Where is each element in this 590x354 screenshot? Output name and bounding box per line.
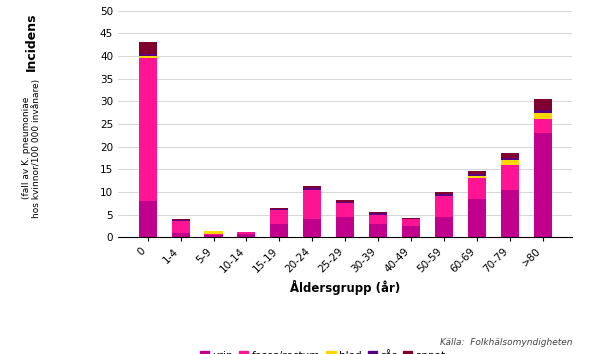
Bar (139, 42, 157, 54)
Bar (139, 201, 157, 237)
Bar (139, 56, 157, 58)
Bar (139, 58, 157, 201)
Bar (303, 219, 322, 237)
Bar (336, 203, 354, 217)
Bar (402, 226, 420, 237)
Bar (533, 99, 552, 110)
Bar (270, 209, 289, 210)
Bar (402, 219, 420, 226)
Bar (336, 200, 354, 202)
Bar (468, 171, 486, 174)
Text: Källa:  Folkhälsomyndigheten: Källa: Folkhälsomyndigheten (440, 338, 572, 347)
Bar (303, 188, 322, 190)
Bar (533, 110, 552, 113)
Bar (501, 190, 519, 237)
Bar (139, 54, 157, 56)
Bar (501, 158, 519, 160)
Legend: urin, feces/rectum, blod, sår, annat: urin, feces/rectum, blod, sår, annat (195, 347, 450, 354)
Bar (172, 233, 189, 237)
Bar (435, 194, 453, 196)
Bar (533, 119, 552, 133)
Bar (435, 192, 453, 194)
Bar (369, 224, 387, 237)
Bar (270, 208, 289, 209)
Bar (303, 190, 322, 219)
Bar (369, 212, 387, 213)
Bar (270, 210, 289, 224)
Bar (369, 215, 387, 224)
Bar (468, 174, 486, 176)
Bar (172, 220, 189, 221)
Bar (369, 213, 387, 215)
Bar (237, 234, 255, 237)
Bar (172, 221, 189, 233)
Text: (fall av K. pneumoniae
hos kvinnor/100 000 invånare): (fall av K. pneumoniae hos kvinnor/100 0… (22, 79, 41, 218)
Bar (533, 133, 552, 237)
Bar (501, 160, 519, 165)
Bar (501, 165, 519, 190)
Bar (468, 178, 486, 199)
Bar (270, 224, 289, 237)
Text: Incidens: Incidens (25, 13, 38, 72)
Bar (237, 232, 255, 234)
Bar (303, 186, 322, 188)
Bar (468, 199, 486, 237)
Bar (336, 217, 354, 237)
Bar (336, 202, 354, 203)
Bar (435, 196, 453, 217)
Bar (205, 234, 222, 235)
Bar (205, 231, 222, 234)
Bar (205, 235, 222, 237)
X-axis label: Åldersgrupp (år): Åldersgrupp (år) (290, 280, 400, 295)
Bar (402, 218, 420, 219)
Bar (533, 113, 552, 119)
Bar (172, 219, 189, 220)
Bar (468, 176, 486, 178)
Bar (435, 217, 453, 237)
Bar (501, 153, 519, 158)
